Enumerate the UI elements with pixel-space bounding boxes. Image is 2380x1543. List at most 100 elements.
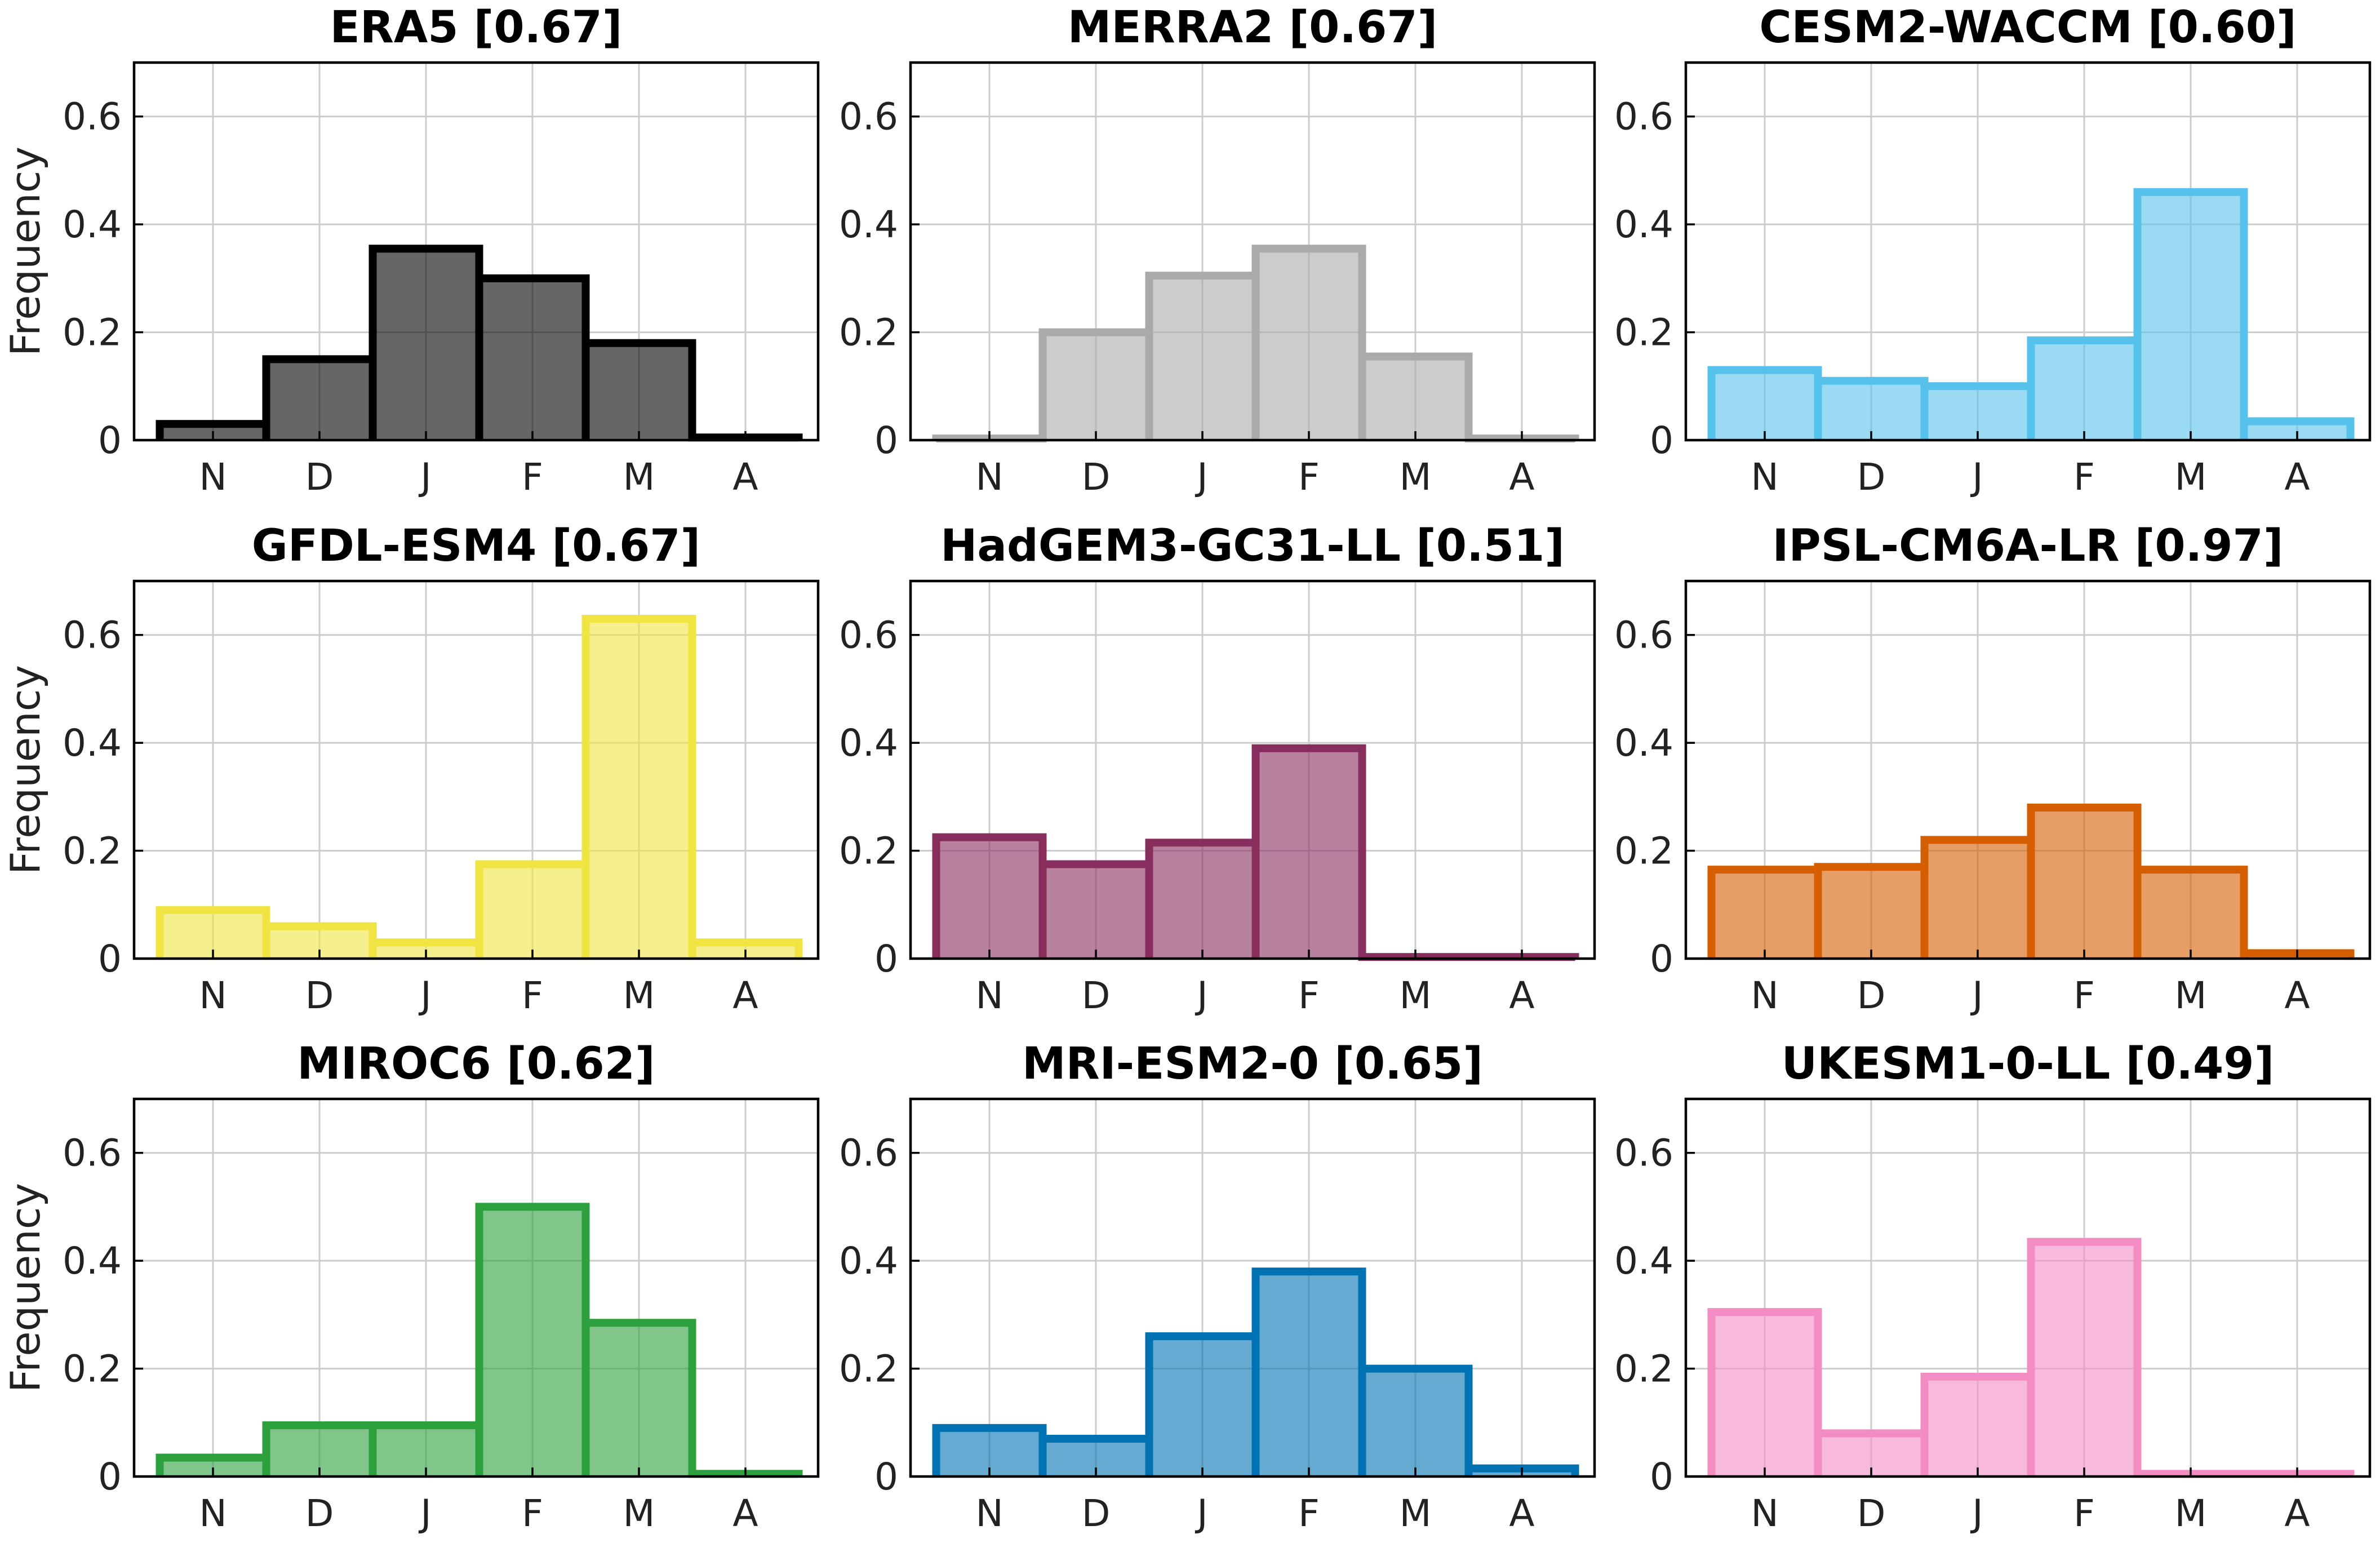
bar — [1711, 370, 1818, 440]
chart-title: IPSL-CM6A-LR [0.97] — [1773, 521, 2284, 571]
chart-panel: 0 0.2 0.4 0.6 N D J F M A GFDL-ESM4 [0.67] Frequenc… — [2, 521, 820, 1017]
x-tick-label: N — [975, 455, 1003, 499]
y-tick-label: 0.6 — [839, 1132, 898, 1175]
bar — [1042, 864, 1149, 959]
bar — [1924, 1376, 2031, 1477]
x-tick-label: F — [1298, 974, 1320, 1017]
y-tick-label: 0.6 — [63, 614, 122, 657]
y-tick-label: 0.4 — [839, 721, 898, 765]
x-tick-label: N — [1751, 974, 1778, 1017]
y-tick-label: 0.2 — [63, 830, 122, 873]
x-tick-label: J — [418, 455, 431, 499]
chart-panel: 0 0.2 0.4 0.6 N D J F M A MRI-ESM2-0 [0.65] — [839, 1039, 1596, 1535]
bar — [585, 619, 692, 959]
bar-outline — [156, 615, 803, 959]
x-tick-label: F — [1298, 455, 1320, 499]
bar — [1255, 748, 1362, 959]
y-tick-label: 0.4 — [63, 203, 122, 246]
x-tick-label: F — [1298, 1492, 1320, 1535]
y-axis-label: Frequency — [2, 147, 49, 356]
chart-title: GFDL-ESM4 [0.67] — [252, 521, 700, 571]
x-tick-label: N — [199, 455, 227, 499]
x-tick-label: J — [418, 1492, 431, 1535]
x-tick-label: D — [1082, 974, 1111, 1017]
bar — [1362, 1368, 1469, 1477]
x-tick-label: N — [975, 974, 1003, 1017]
plot-frame — [909, 1097, 1596, 1478]
chart-panel: 0 0.2 0.4 0.6 N D J F M A IPSL-CM6A-LR [0.97] — [1614, 521, 2372, 1017]
x-tick-label: A — [2284, 1492, 2310, 1535]
y-tick-label: 0.2 — [839, 1347, 898, 1391]
x-tick-label: D — [1082, 455, 1111, 499]
x-tick-label: A — [2284, 455, 2310, 499]
y-tick-label: 0.2 — [839, 311, 898, 354]
y-tick-label: 0 — [874, 937, 898, 981]
x-tick-label: J — [1970, 974, 1983, 1017]
chart-title: UKESM1-0-LL [0.49] — [1782, 1039, 2274, 1089]
y-tick-label: 0 — [98, 419, 122, 462]
y-tick-label: 0.6 — [839, 614, 898, 657]
x-tick-label: F — [2073, 974, 2095, 1017]
bar — [1711, 1312, 1818, 1477]
x-tick-label: A — [732, 1492, 758, 1535]
chart-panel: 0 0.2 0.4 0.6 N D J F M A ERA5 [0.67] Frequency — [2, 2, 820, 499]
y-tick-label: 0.4 — [1614, 1239, 1673, 1283]
chart-panel: 0 0.2 0.4 0.6 N D J F M A UKESM1-0-LL [0.49] — [1614, 1039, 2372, 1535]
bar — [2031, 340, 2138, 440]
y-tick-label: 0.6 — [1614, 95, 1673, 139]
y-tick-label: 0.4 — [63, 1239, 122, 1283]
chart-title: HadGEM3-GC31-LL [0.51] — [940, 521, 1565, 571]
x-tick-label: M — [2175, 455, 2207, 499]
plot-frame — [1684, 61, 2372, 442]
bar — [1255, 1271, 1362, 1477]
x-tick-label: F — [522, 974, 543, 1017]
x-tick-label: M — [1400, 455, 1432, 499]
x-tick-label: J — [1970, 1492, 1983, 1535]
x-tick-label: F — [522, 455, 543, 499]
x-tick-label: J — [1195, 455, 1207, 499]
y-tick-label: 0.4 — [839, 1239, 898, 1283]
plot-frame — [1684, 1097, 2372, 1478]
chart-panel: 0 0.2 0.4 0.6 N D J F M A MIROC6 [0.62] Frequency — [2, 1039, 820, 1535]
x-tick-label: A — [732, 455, 758, 499]
x-tick-label: F — [2073, 1492, 2095, 1535]
y-tick-label: 0.2 — [839, 830, 898, 873]
y-tick-label: 0.6 — [63, 1132, 122, 1175]
bar — [1362, 356, 1469, 440]
plot-frame — [132, 61, 820, 442]
bar — [1149, 843, 1256, 959]
y-tick-label: 0.2 — [1614, 1347, 1673, 1391]
y-tick-label: 0.6 — [839, 95, 898, 139]
y-axis-label: Frequency — [2, 665, 49, 875]
y-tick-label: 0 — [874, 419, 898, 462]
x-tick-label: N — [199, 974, 227, 1017]
y-axis-label: Frequency — [2, 1183, 49, 1393]
bar — [479, 278, 586, 440]
x-tick-label: D — [1082, 1492, 1111, 1535]
x-tick-label: M — [623, 974, 655, 1017]
bar — [1711, 870, 1818, 959]
x-tick-label: A — [2284, 974, 2310, 1017]
bar-outline — [156, 245, 803, 442]
x-tick-label: A — [1509, 974, 1534, 1017]
bar — [1149, 1336, 1256, 1477]
chart-title: MIROC6 [0.62] — [297, 1039, 655, 1089]
bar — [1818, 867, 1925, 959]
x-tick-label: J — [1970, 455, 1983, 499]
bar-outline — [932, 1267, 1579, 1477]
x-tick-label: D — [1857, 1492, 1886, 1535]
plot-frame — [909, 579, 1596, 960]
plot-frame — [1684, 579, 2372, 960]
x-tick-label: M — [1400, 1492, 1432, 1535]
x-tick-label: M — [1400, 974, 1432, 1017]
bar — [585, 1323, 692, 1477]
y-tick-label: 0.2 — [63, 1347, 122, 1391]
bar-outline — [932, 245, 1579, 443]
y-tick-label: 0.2 — [1614, 311, 1673, 354]
x-tick-label: F — [522, 1492, 543, 1535]
bar — [1042, 332, 1149, 440]
bar — [479, 1207, 586, 1477]
x-tick-label: D — [305, 974, 334, 1017]
bar — [2031, 1242, 2138, 1477]
